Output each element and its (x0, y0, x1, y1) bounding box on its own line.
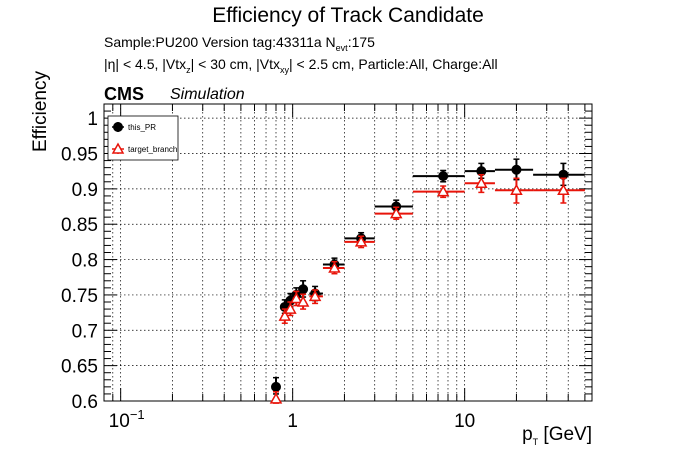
y-tick-label: 0.65 (61, 357, 98, 378)
nevt-subscript: evt (335, 42, 348, 53)
sample-text: Sample:PU200 Version tag:43311a N (104, 34, 336, 50)
legend-marker-this_PR (113, 122, 123, 132)
y-tick-label: 0.8 (72, 251, 98, 272)
chart-title: Efficiency of Track Candidate (212, 4, 484, 27)
legend-label-this_PR: this_PR (128, 123, 156, 132)
axes: 0.6 0.65 0.7 0.75 0.8 0.85 0.9 0.95 1 10−1 1 10 (61, 103, 593, 432)
y-tick-label: 0.95 (61, 145, 98, 166)
data-point (354, 235, 368, 247)
y-axis-title: Efficiency (30, 71, 51, 152)
data-point (278, 309, 292, 321)
x-axis-title-sub: T (532, 436, 539, 447)
data-point (436, 185, 450, 197)
y-tick-label: 0.9 (72, 180, 98, 201)
y-tick-label: 1 (87, 109, 98, 130)
nevt-value: :175 (347, 34, 375, 50)
data-point (296, 295, 310, 307)
data-point (328, 261, 341, 273)
cms-label: CMS (104, 84, 144, 104)
y-tick-label: 0.75 (61, 286, 98, 307)
data-point (290, 291, 303, 304)
data-point (270, 381, 281, 392)
x-tick-label: 10−1 (109, 407, 145, 432)
x-axis-title: pT [GeV] (522, 424, 592, 447)
data-series (269, 158, 585, 404)
plot-frame (103, 103, 593, 402)
cuts-vtx-z: | < 30 cm, |Vtx (190, 56, 280, 72)
cuts-rest: | < 2.5 cm, Particle:All, Charge:All (288, 56, 498, 72)
y-tick-label: 0.7 (72, 321, 98, 342)
legend-marker-target_branch (111, 142, 125, 154)
data-point (557, 183, 570, 196)
data-point (510, 183, 523, 196)
sample-info: Sample:PU200 Version tag:43311a Nevt:175 (104, 34, 375, 53)
cuts-vtx-xy-sub: xy (279, 64, 289, 75)
data-point (269, 392, 283, 404)
series-this_PR (270, 158, 585, 395)
legend-label-target_branch: target_branch (128, 145, 177, 154)
data-point (298, 284, 309, 295)
cuts-vtx-z-sub: z (186, 64, 191, 75)
x-axis-title-unit: [GeV] (538, 424, 592, 445)
cuts-eta: |η| < 4.5, |Vtx (104, 56, 187, 72)
y-tick-label: 0.85 (61, 215, 98, 236)
simulation-label: Simulation (170, 86, 245, 103)
data-point (475, 176, 488, 188)
y-tick-label: 0.6 (72, 392, 98, 413)
selection-cuts: |η| < 4.5, |Vtxz| < 30 cm, |Vtxxy| < 2.5… (104, 56, 498, 75)
data-point (308, 289, 322, 302)
series-target_branch (269, 173, 585, 404)
grid (103, 104, 592, 402)
data-point (389, 207, 403, 219)
data-point (438, 171, 449, 182)
data-point (511, 164, 522, 175)
x-tick-label: 10 (454, 411, 475, 432)
legend: this_PR target_branch (107, 115, 179, 161)
x-axis-title-main: p (522, 424, 533, 445)
x-tick-label: 1 (287, 411, 298, 432)
data-point (284, 302, 297, 314)
